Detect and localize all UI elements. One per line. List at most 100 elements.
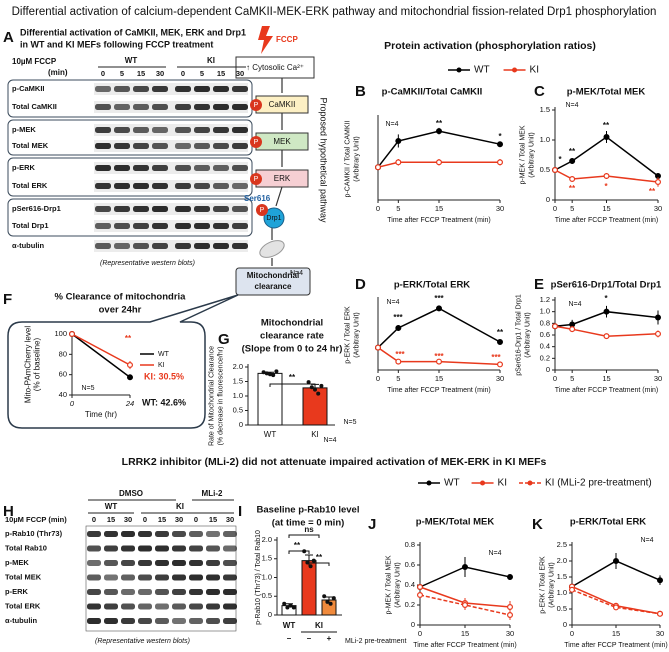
phospho-circle [250,99,262,111]
y-axis-label: (Arbitrary Unit) [524,312,531,358]
y-axis-label: (% decrease in fluorescence/hr) [217,347,224,446]
series-line [571,589,661,615]
band [133,127,149,133]
x-axis-label: Time (hr) [85,410,117,419]
band [95,165,111,171]
y-tick-label: 0 [268,610,272,619]
band [138,603,152,610]
y-axis-label: p-MEK / Total MEK [519,125,526,184]
data-point [569,158,576,165]
data-point [395,358,402,365]
legend-label: WT [474,65,490,76]
data-point [436,305,443,312]
data-point [436,358,443,365]
phospho-label: P [254,139,259,146]
y-tick-label: 0 [563,620,567,629]
series-line [377,161,500,168]
data-point [375,344,382,351]
data-point [497,361,504,368]
x-axis-label: Time after FCCP Treatment (min) [387,387,490,394]
band [121,531,135,537]
y-tick-label: 0.5 [262,591,272,600]
band [172,545,186,552]
band [138,589,152,595]
band [87,574,101,581]
legend-label: WT [444,478,460,489]
data-point [288,603,293,608]
row-label: Total ERK [12,181,48,190]
band [232,127,248,133]
annotation: ** [569,147,576,156]
lane-label: 0 [92,515,96,524]
band [152,165,168,171]
data-point [285,605,290,610]
group-label: WT [105,502,118,511]
series-line [71,333,131,366]
y-tick-label: 0.5 [540,165,550,174]
band [152,86,168,92]
y-tick-label: 0.6 [405,560,415,569]
band [189,560,203,566]
x-axis-label: Time after FCCP Treatment (min) [387,217,490,224]
row-label: α-tubulin [12,241,45,250]
panel-letter: A [3,29,14,46]
phospho-circle [250,173,262,185]
y-axis-label: p-CAMKII / Total CAMKII [344,120,351,197]
lane-label: 15 [137,69,145,78]
bar [302,387,328,426]
bar [257,372,283,426]
chart-title: p-MEK/Total MEK [416,517,495,528]
band [223,603,237,610]
band [232,165,248,171]
lane-label: 0 [101,69,105,78]
data-point [462,601,469,608]
row-label: p-MEK [5,558,29,567]
annotation: N=4 [386,299,399,306]
band [206,574,220,581]
chart-title: p-MEK/Total MEK [567,87,646,98]
data-point [325,599,330,604]
pathway-outcome: clearance [255,282,292,291]
legend-marker [527,480,533,486]
band [175,86,191,92]
band [206,531,220,537]
band [213,243,229,249]
data-point [654,330,661,337]
lane-label: 15 [209,515,217,524]
band [213,223,229,229]
row-label: p-CaMKII [12,84,45,93]
band [87,545,101,552]
y-tick-label: 0.2 [405,600,415,609]
band [155,574,169,581]
band [155,560,169,566]
y-tick-label: 1.0 [233,391,243,400]
y-tick-label: 40 [59,390,67,399]
band [152,206,168,212]
lane-label: 30 [236,69,244,78]
data-point [551,323,558,330]
phospho-circle [250,136,262,148]
legend-marker [456,67,462,73]
y-tick-label: 1.0 [540,307,550,316]
band [189,531,203,537]
data-point [264,371,269,376]
phospho-label: P [254,176,259,183]
panel-title: in WT and KI MEFs following FCCP treatme… [20,39,213,49]
phospho-label: P [260,207,265,214]
data-point [603,333,610,340]
data-point [612,604,619,611]
significance-bracket [308,562,330,566]
treatment-label: MLi-2 [202,489,223,498]
band [104,560,118,566]
data-point [282,601,287,606]
band [194,183,210,189]
band [152,143,168,149]
chart-title: (Slope from 0 to 24 hr) [242,344,343,355]
band [114,165,130,171]
data-point [322,594,327,599]
data-point [311,558,316,563]
annotation: ** [569,184,576,193]
band [232,243,248,249]
band [114,143,130,149]
band [87,560,101,566]
